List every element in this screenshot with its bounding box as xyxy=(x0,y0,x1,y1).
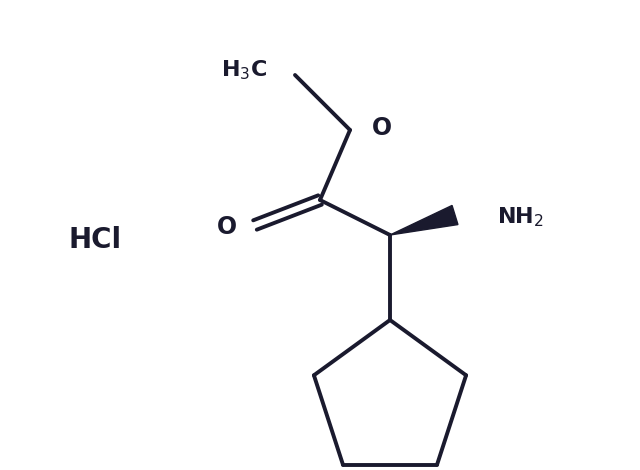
Text: O: O xyxy=(217,215,237,239)
Text: O: O xyxy=(372,116,392,140)
Polygon shape xyxy=(390,205,458,235)
Text: H$_3$C: H$_3$C xyxy=(221,58,267,82)
Text: HCl: HCl xyxy=(68,226,122,254)
Text: NH$_2$: NH$_2$ xyxy=(497,205,544,229)
